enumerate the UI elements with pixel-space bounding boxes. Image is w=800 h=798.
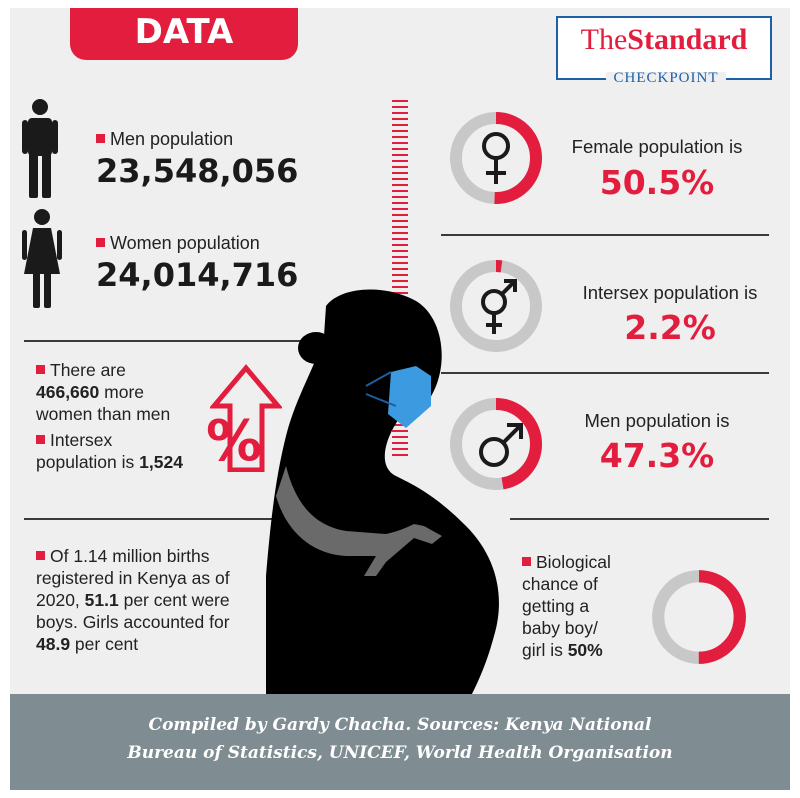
brand-name-light: The bbox=[580, 23, 628, 56]
female-stat-value: 50.5% bbox=[599, 163, 715, 202]
biological-chance-value: 50% bbox=[567, 640, 603, 660]
divider-right-1 bbox=[441, 234, 769, 236]
donut-fill bbox=[450, 398, 542, 490]
men-population-label: Men population bbox=[96, 128, 233, 150]
donut-fill bbox=[450, 112, 542, 204]
percent-icon: % bbox=[206, 409, 263, 474]
intersex-donut-chart bbox=[450, 260, 542, 352]
woman-figure-icon bbox=[22, 209, 62, 308]
intersex-stat-label: Intersex population is bbox=[582, 282, 758, 303]
intersex-icon bbox=[481, 279, 517, 334]
women-population-label: Women population bbox=[96, 232, 260, 254]
boys-percent: 51.1 bbox=[84, 590, 119, 610]
footer-credit-line-2: Bureau of Statistics, UNICEF, World Heal… bbox=[127, 743, 673, 763]
infographic: DATA TheStandard CHECKPOINT CHECKPOINT M… bbox=[10, 8, 790, 790]
female-icon bbox=[482, 132, 510, 184]
footer-band bbox=[10, 694, 790, 790]
brand-subtitle-text: CHECKPOINT bbox=[613, 70, 719, 86]
female-stat-label: Female population is bbox=[571, 136, 743, 157]
data-badge-label: DATA bbox=[134, 12, 234, 52]
brand-subtitle-mask bbox=[606, 72, 726, 88]
divider-left-2 bbox=[24, 518, 354, 520]
male-stat-label: Men population is bbox=[584, 410, 730, 431]
female-donut-chart bbox=[450, 112, 542, 204]
data-badge bbox=[70, 8, 298, 60]
more-women-fact: There are 466,660 more women than men bbox=[36, 360, 171, 424]
births-fact: Of 1.14 million births registered in Ken… bbox=[36, 546, 230, 654]
donut-fill bbox=[450, 260, 542, 352]
biological-donut-chart bbox=[652, 570, 746, 664]
divider-right-2 bbox=[441, 372, 769, 374]
men-population-value: 23,548,056 bbox=[96, 152, 299, 190]
pregnant-woman-silhouette bbox=[266, 289, 499, 696]
up-arrow-icon bbox=[210, 364, 282, 472]
male-icon bbox=[479, 423, 523, 467]
girls-percent: 48.9 bbox=[36, 634, 71, 654]
intersex-count-value: 1,524 bbox=[139, 452, 183, 472]
biological-chance-fact: Biological chance of getting a baby boy/… bbox=[522, 552, 611, 660]
donut-fill bbox=[652, 570, 746, 664]
man-figure-icon bbox=[22, 99, 58, 198]
divider-left-1 bbox=[24, 340, 369, 342]
male-stat-value: 47.3% bbox=[599, 436, 715, 475]
intersex-count-fact: Intersex population is 1,524 bbox=[36, 430, 183, 472]
divider-right-3 bbox=[510, 518, 769, 520]
male-donut-chart bbox=[450, 398, 542, 490]
brand-name-bold: Standard bbox=[627, 23, 748, 56]
intersex-stat-value: 2.2% bbox=[624, 308, 716, 347]
more-women-value: 466,660 bbox=[36, 382, 100, 402]
footer-credit-line-1: Compiled by Gardy Chacha. Sources: Kenya… bbox=[148, 715, 652, 735]
women-population-value: 24,014,716 bbox=[96, 256, 299, 294]
